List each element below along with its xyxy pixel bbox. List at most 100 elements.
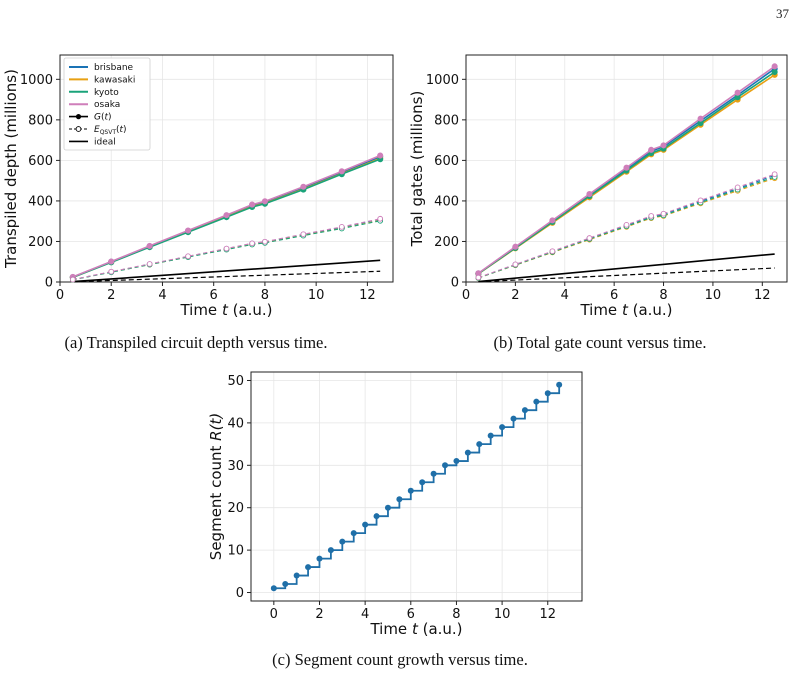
data-point-osaka-E-a: [249, 240, 255, 247]
data-point-osaka-E-b: [623, 221, 630, 228]
x-tick-label-b: 10: [705, 288, 722, 303]
series-line-kyoto-G-b: [477, 71, 776, 275]
step-point: [419, 479, 426, 486]
x-tick-label-b: 6: [610, 288, 618, 303]
y-axis-label-a: Transpiled depth (millions): [2, 69, 20, 269]
step-point: [384, 504, 391, 511]
series-line-kyoto-E-b: [478, 176, 775, 279]
data-point-osaka-E-b: [697, 197, 704, 204]
ideal-dashed-line-a: [72, 270, 381, 283]
step-point: [442, 462, 449, 469]
data-point-osaka-E-b: [648, 213, 655, 219]
legend-label-e: EQSVT(t): [94, 125, 127, 136]
data-point-osaka-E-b: [771, 171, 778, 178]
step-point: [316, 555, 323, 562]
y-tick-label-b: 400: [434, 194, 459, 209]
x-tick-label-b: 2: [511, 288, 519, 303]
y-axis-label-c: Segment count R(t): [207, 413, 225, 560]
y-tick-label-b: 600: [434, 154, 459, 169]
ideal-solid-line-a: [72, 259, 381, 283]
plot-frame-c: [250, 371, 583, 602]
caption-c: (c) Segment count growth versus time.: [272, 650, 528, 669]
legend-label-kawasaki: kawasaki: [94, 75, 135, 85]
series-line-osaka-G-a: [72, 154, 381, 278]
x-tick-label-a: 10: [308, 288, 325, 303]
step-point: [293, 572, 300, 579]
y-tick-label-c: 30: [227, 459, 244, 474]
y-tick-label-b: 1000: [426, 73, 459, 88]
data-point-osaka-E-a: [185, 253, 191, 260]
data-point-osaka-E-a: [223, 245, 230, 252]
legend-label-g: G(t): [94, 113, 112, 123]
y-tick-label-c: 10: [227, 544, 244, 559]
data-point-osaka-G-b: [648, 146, 655, 153]
plot-frame-a: [59, 54, 394, 283]
data-point-osaka-G-b: [623, 164, 630, 171]
step-point: [270, 585, 277, 592]
plot-frame-b: [465, 54, 788, 283]
y-tick-label-c: 50: [227, 374, 244, 389]
x-tick-label-c: 6: [407, 607, 415, 622]
series-line-osaka-G-b: [477, 65, 776, 274]
x-tick-label-b: 12: [754, 288, 771, 303]
ideal-dashed-line-b: [478, 267, 775, 283]
x-tick-label-c: 4: [361, 607, 369, 622]
data-point-kyoto-G-b: [771, 68, 778, 76]
x-tick-label-a: 8: [261, 288, 269, 303]
legend-label-kyoto: kyoto: [94, 88, 119, 98]
y-tick-label-c: 40: [227, 416, 244, 431]
step-point: [407, 487, 414, 494]
step-point: [430, 470, 437, 477]
step-point: [327, 547, 334, 554]
step-point: [362, 521, 369, 528]
data-point-osaka-E-b: [512, 261, 519, 268]
data-point-osaka-E-a: [69, 276, 76, 283]
ideal-solid-line-b: [478, 253, 775, 283]
legend-label-ideal: ideal: [94, 137, 116, 147]
y-tick-label-a: 0: [45, 276, 53, 291]
x-tick-label-b: 0: [462, 288, 470, 303]
y-tick-label-b: 0: [451, 276, 459, 291]
data-point-osaka-E-b: [586, 235, 593, 241]
series-line-kyoto-G-a: [72, 158, 381, 279]
data-point-osaka-G-a: [377, 152, 384, 159]
data-point-osaka-G-a: [185, 227, 192, 234]
y-tick-label-a: 400: [28, 194, 53, 209]
x-tick-label-a: 12: [359, 288, 376, 303]
data-point-osaka-G-b: [586, 190, 593, 198]
data-point-osaka-E-b: [475, 274, 482, 281]
x-tick-label-b: 8: [659, 288, 667, 303]
x-tick-label-c: 2: [315, 607, 323, 622]
y-tick-label-c: 0: [236, 586, 244, 601]
x-axis-label-a: Time t (a.u.): [179, 301, 272, 319]
data-point-osaka-E-b: [549, 248, 556, 255]
step-point: [350, 530, 357, 537]
x-tick-label-a: 6: [210, 288, 218, 303]
legend-label-osaka: osaka: [94, 100, 120, 110]
y-tick-label-b: 800: [434, 113, 459, 128]
x-tick-label-a: 2: [107, 288, 115, 303]
y-tick-label-b: 200: [434, 235, 459, 250]
step-point: [556, 381, 563, 388]
data-point-osaka-E-a: [108, 268, 115, 275]
data-point-osaka-G-a: [300, 183, 307, 190]
data-point-osaka-E-b: [734, 184, 741, 191]
data-point-osaka-E-a: [377, 215, 384, 222]
series-line-kyoto-E-a: [72, 220, 381, 281]
step-point: [544, 390, 551, 397]
step-point: [305, 564, 312, 571]
y-tick-label-a: 200: [28, 235, 53, 250]
x-axis-label-c: Time t (a.u.): [369, 620, 462, 638]
data-point-osaka-G-a: [261, 198, 268, 205]
data-point-osaka-G-b: [549, 217, 556, 224]
step-point: [373, 513, 380, 520]
data-point-osaka-G-b: [734, 89, 741, 96]
step-point: [464, 449, 471, 456]
step-point: [476, 441, 483, 448]
data-point-osaka-G-a: [146, 242, 153, 249]
y-tick-label-c: 20: [227, 501, 244, 516]
data-point-osaka-E-a: [338, 224, 345, 230]
data-point-osaka-E-b: [660, 210, 667, 217]
legend-marker-e: [75, 126, 82, 132]
